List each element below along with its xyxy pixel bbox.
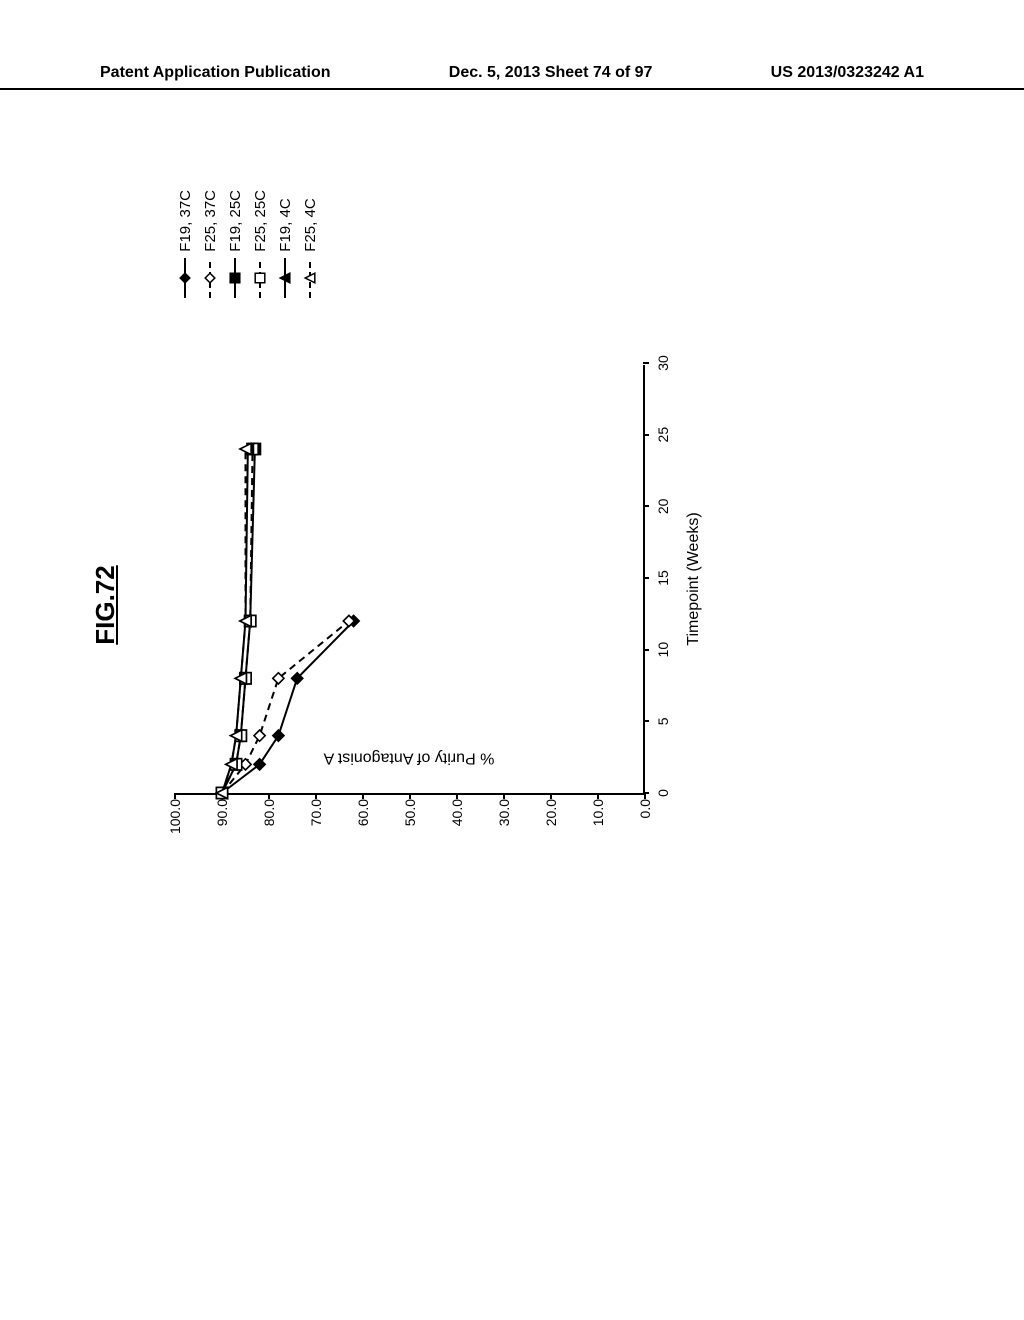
x-tick-label: 10 bbox=[655, 642, 671, 658]
y-tick-label: 100.0 bbox=[167, 799, 183, 841]
y-tick-label: 20.0 bbox=[543, 799, 559, 841]
legend-item: F25, 37C bbox=[200, 190, 220, 298]
legend-item: F25, 25C bbox=[250, 190, 270, 298]
legend-marker-icon bbox=[225, 258, 245, 298]
legend-label: F25, 37C bbox=[202, 190, 219, 252]
legend-item: F19, 25C bbox=[225, 190, 245, 298]
series-marker bbox=[254, 730, 265, 741]
legend-item: F19, 37C bbox=[175, 190, 195, 298]
patent-header: Patent Application Publication Dec. 5, 2… bbox=[0, 64, 1024, 90]
legend-label: F25, 25C bbox=[252, 190, 269, 252]
legend-label: F19, 37C bbox=[177, 190, 194, 252]
legend-label: F25, 4C bbox=[302, 198, 319, 251]
y-tick-label: 70.0 bbox=[308, 799, 324, 841]
x-tick-label: 15 bbox=[655, 570, 671, 586]
header-center: Dec. 5, 2013 Sheet 74 of 97 bbox=[449, 64, 653, 82]
legend-marker-icon bbox=[200, 258, 220, 298]
x-tick-label: 0 bbox=[655, 789, 671, 797]
x-tick-label: 20 bbox=[655, 499, 671, 515]
figure-container: FIG.72 % Purity of Antagonist A Timepoin… bbox=[155, 345, 885, 865]
legend-marker-icon bbox=[300, 258, 320, 298]
x-axis-label: Timepoint (Weeks) bbox=[685, 512, 703, 645]
legend-marker-icon bbox=[250, 258, 270, 298]
legend-item: F25, 4C bbox=[300, 190, 320, 298]
chart-svg bbox=[175, 365, 643, 793]
legend-marker-icon bbox=[275, 258, 295, 298]
y-tick-label: 30.0 bbox=[496, 799, 512, 841]
series-marker bbox=[273, 730, 284, 741]
header-left: Patent Application Publication bbox=[100, 64, 331, 82]
y-tick-label: 40.0 bbox=[449, 799, 465, 841]
x-tick-label: 30 bbox=[655, 355, 671, 371]
y-tick-label: 80.0 bbox=[261, 799, 277, 841]
legend-label: F19, 4C bbox=[277, 198, 294, 251]
y-tick-label: 90.0 bbox=[214, 799, 230, 841]
legend-label: F19, 25C bbox=[227, 190, 244, 252]
y-tick-label: 0.0 bbox=[637, 799, 653, 841]
header-right: US 2013/0323242 A1 bbox=[771, 64, 924, 82]
figure-label: FIG.72 bbox=[90, 565, 121, 644]
legend-item: F19, 4C bbox=[275, 190, 295, 298]
legend-marker-icon bbox=[175, 258, 195, 298]
x-tick-label: 25 bbox=[655, 427, 671, 443]
y-tick-label: 60.0 bbox=[355, 799, 371, 841]
x-tick-label: 5 bbox=[655, 717, 671, 725]
legend: F19, 37C F25, 37C F19, 25C F25, 25C F19, 4C F… bbox=[175, 190, 325, 298]
chart-plot-area: % Purity of Antagonist A Timepoint (Week… bbox=[175, 365, 645, 795]
y-tick-label: 50.0 bbox=[402, 799, 418, 841]
y-tick-label: 10.0 bbox=[590, 799, 606, 841]
